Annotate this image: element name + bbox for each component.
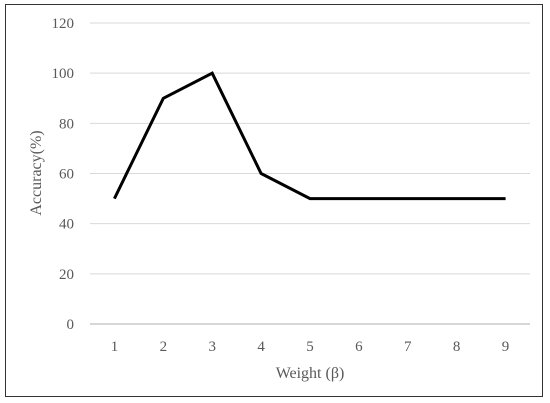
y-tick-labels: 0 20 40 60 80 100 120 bbox=[52, 16, 75, 333]
y-tick-label: 120 bbox=[52, 16, 75, 32]
x-tick-label: 3 bbox=[208, 339, 216, 355]
x-tick-label: 6 bbox=[355, 339, 363, 355]
y-tick-label: 20 bbox=[59, 267, 74, 283]
x-tick-label: 5 bbox=[306, 339, 314, 355]
x-tick-labels: 1 2 3 4 5 6 7 8 9 bbox=[111, 339, 510, 355]
gridlines bbox=[90, 22, 530, 275]
y-tick-label: 60 bbox=[59, 167, 74, 183]
y-axis-title: Accuracy(%) bbox=[28, 130, 45, 215]
chart-frame bbox=[5, 4, 543, 397]
x-tick-label: 1 bbox=[111, 339, 119, 355]
y-tick-label: 0 bbox=[67, 317, 75, 333]
y-tick-label: 100 bbox=[52, 66, 75, 82]
x-tick-label: 2 bbox=[160, 339, 168, 355]
x-axis-title: Weight (β) bbox=[276, 365, 345, 382]
x-tick-label: 7 bbox=[404, 339, 412, 355]
x-tick-label: 9 bbox=[502, 339, 510, 355]
series-group bbox=[113, 71, 506, 201]
x-tick-label: 8 bbox=[453, 339, 461, 355]
y-tick-label: 80 bbox=[59, 116, 74, 132]
y-tick-label: 40 bbox=[59, 217, 74, 233]
x-tick-label: 4 bbox=[257, 339, 265, 355]
series-line bbox=[113, 71, 506, 201]
